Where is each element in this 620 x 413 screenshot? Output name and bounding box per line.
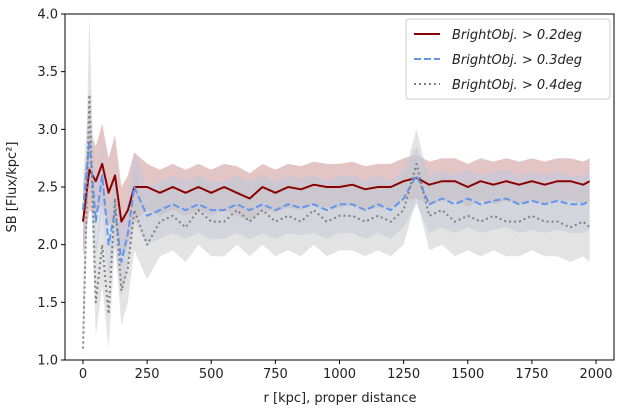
y-tick-label-4: 3.0 — [37, 123, 58, 138]
legend-label-0: BrightObj. > 0.2deg — [452, 28, 582, 43]
y-tick-label-2: 2.0 — [37, 238, 58, 253]
x-tick-label-2: 500 — [199, 367, 224, 382]
x-tick-label-7: 1750 — [515, 367, 548, 382]
y-tick-label-6: 4.0 — [37, 8, 58, 23]
legend-box — [405, 18, 611, 100]
y-axis-ticks: 1.0 1.5 2.0 2.5 3.0 3.5 4.0 — [37, 8, 65, 369]
x-tick-label-4: 1000 — [323, 367, 356, 382]
x-tick-label-5: 1250 — [387, 367, 420, 382]
x-tick-label-1: 250 — [135, 367, 160, 382]
x-tick-label-8: 2000 — [579, 367, 612, 382]
y-axis-label: SB [Flux/kpc²] — [5, 142, 20, 233]
series-lines — [82, 93, 591, 349]
y-tick-label-0: 1.0 — [37, 354, 58, 369]
y-tick-label-5: 3.5 — [37, 65, 58, 80]
x-tick-label-3: 750 — [263, 367, 288, 382]
series-line-2 — [82, 93, 591, 349]
y-tick-label-1: 1.5 — [37, 296, 58, 311]
legend-label-1: BrightObj. > 0.3deg — [452, 53, 582, 68]
legend: BrightObj. > 0.2deg BrightObj. > 0.3deg … — [405, 18, 611, 100]
series-line-1 — [82, 139, 591, 263]
y-tick-label-3: 2.5 — [37, 181, 58, 196]
x-axis-ticks: 0 250 500 750 1000 1250 1500 1750 2000 — [79, 360, 613, 382]
x-tick-label-6: 1500 — [451, 367, 484, 382]
x-axis-label: r [kpc], proper distance — [264, 391, 417, 406]
x-tick-label-0: 0 — [79, 367, 87, 382]
series-line-0 — [82, 162, 591, 223]
legend-label-2: BrightObj. > 0.4deg — [452, 78, 582, 93]
